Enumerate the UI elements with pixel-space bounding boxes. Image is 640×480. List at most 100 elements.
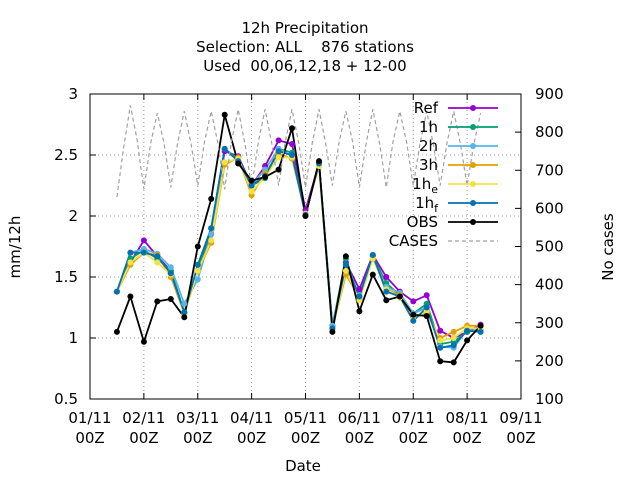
data-point-1h-f xyxy=(181,309,188,316)
series-line-1h-f xyxy=(116,147,481,349)
x-tick-label-date: 08/11 xyxy=(446,409,489,427)
data-point-obs xyxy=(289,125,295,132)
data-point-obs xyxy=(140,338,147,345)
y2-axis-label: No cases xyxy=(599,213,617,281)
legend-marker-1h-e xyxy=(470,181,476,187)
series-line-obs xyxy=(116,114,482,364)
data-point-obs xyxy=(221,111,228,118)
data-point-obs xyxy=(437,358,444,365)
data-point-2h xyxy=(208,231,215,238)
data-point-1h-f xyxy=(127,249,134,256)
y2-tick-label: 500 xyxy=(535,238,564,256)
data-point-obs xyxy=(113,328,120,335)
data-point-1h-f xyxy=(275,148,282,155)
x-tick-label-date: 03/11 xyxy=(176,409,219,427)
y-tick-label: 2 xyxy=(68,207,78,225)
x-tick-label-time: 00Z xyxy=(452,429,481,447)
y2-tick-label: 100 xyxy=(535,390,564,408)
axis-ticks: 01/11 00Z 02/11 00Z 03/11 00Z 04/11 00Z 05/11 00Z… xyxy=(54,85,564,447)
data-point-obs xyxy=(423,313,430,319)
data-point-1h-e xyxy=(450,335,457,341)
data-point-ref xyxy=(383,274,390,280)
data-point-1h-e xyxy=(127,259,134,266)
data-point-obs xyxy=(302,213,309,219)
data-point-ref xyxy=(423,292,430,299)
x-axis-label: Date xyxy=(285,457,321,475)
data-point-obs xyxy=(450,359,457,366)
data-point-1h-e xyxy=(342,267,349,274)
data-point-2h xyxy=(181,300,188,307)
y2-tick-label: 200 xyxy=(535,352,564,370)
title-line-2: Selection: ALL 876 stations xyxy=(196,38,414,56)
legend-marker-3h xyxy=(470,162,476,168)
data-point-1h-f xyxy=(167,270,174,277)
data-point-ref xyxy=(410,298,417,305)
data-point-obs xyxy=(342,253,349,260)
data-point-1h-f xyxy=(248,182,255,189)
data-point-1h-e xyxy=(221,159,228,166)
y2-tick-label: 900 xyxy=(535,85,564,103)
data-point-1h-f xyxy=(194,261,201,268)
x-tick-label-time: 00Z xyxy=(183,429,212,447)
data-point-ref xyxy=(289,141,295,147)
data-point-obs xyxy=(248,177,255,184)
data-point-1h-f xyxy=(289,152,295,158)
y-tick-label: 1.5 xyxy=(54,268,78,286)
data-point-1h-f xyxy=(477,328,484,335)
y-tick-label: 0.5 xyxy=(54,390,78,408)
data-point-1h-e xyxy=(194,267,201,274)
data-point-obs xyxy=(410,311,417,318)
data-point-obs xyxy=(235,160,242,167)
data-point-obs xyxy=(194,243,201,250)
data-point-obs xyxy=(356,308,363,315)
x-tick-label-time: 00Z xyxy=(75,429,104,447)
y2-tick-label: 700 xyxy=(535,161,564,179)
legend-label-cases: CASES xyxy=(389,232,438,250)
data-point-obs xyxy=(396,293,403,300)
x-tick-label-time: 00Z xyxy=(399,429,428,447)
y2-tick-label: 800 xyxy=(535,123,564,141)
x-tick-label-date: 06/11 xyxy=(338,409,381,427)
data-point-1h-f xyxy=(342,261,349,268)
data-point-1h-f xyxy=(437,344,444,351)
y-tick-label: 3 xyxy=(68,85,78,103)
data-point-obs xyxy=(464,337,471,344)
x-tick-label-time: 00Z xyxy=(291,429,320,447)
legend-marker-2h xyxy=(470,143,476,149)
data-point-obs xyxy=(154,298,161,305)
y-tick-label: 2.5 xyxy=(54,146,78,164)
legend-marker-1h xyxy=(470,124,476,130)
data-point-obs xyxy=(316,158,322,165)
data-point-obs xyxy=(477,322,484,329)
x-tick-label-date: 05/11 xyxy=(284,409,327,427)
data-point-obs xyxy=(262,174,269,180)
data-point-ref xyxy=(437,327,444,334)
legend-marker-1h-f xyxy=(470,200,476,206)
legend-label-1h: 1h xyxy=(419,118,438,136)
data-point-1h-f xyxy=(140,249,147,256)
y2-tick-label: 400 xyxy=(535,276,564,294)
data-point-1h-f xyxy=(464,327,471,334)
series-line-cases xyxy=(116,105,482,197)
legend-label-3h: 3h xyxy=(419,156,438,174)
legend-label-1h-f: 1hf xyxy=(415,194,439,215)
data-point-1h-f xyxy=(383,288,390,295)
data-point-1h-e xyxy=(248,188,255,195)
x-tick-label-date: 02/11 xyxy=(122,409,165,427)
chart-title: 12h Precipitation Selection: ALL 876 sta… xyxy=(196,19,414,75)
x-tick-label-date: 01/11 xyxy=(68,409,111,427)
data-point-1h-f xyxy=(154,253,161,260)
x-tick-label-date: 07/11 xyxy=(392,409,435,427)
data-point-3h xyxy=(450,328,457,335)
data-point-ref xyxy=(140,237,147,244)
data-point-1h-f xyxy=(356,293,363,300)
data-point-1h-f xyxy=(410,317,417,324)
data-point-1h-e xyxy=(208,237,215,244)
x-tick-label-time: 00Z xyxy=(345,429,374,447)
data-point-2h xyxy=(167,264,174,271)
data-point-obs xyxy=(127,293,134,300)
x-tick-label-time: 00Z xyxy=(129,429,158,447)
data-point-obs xyxy=(383,297,390,304)
